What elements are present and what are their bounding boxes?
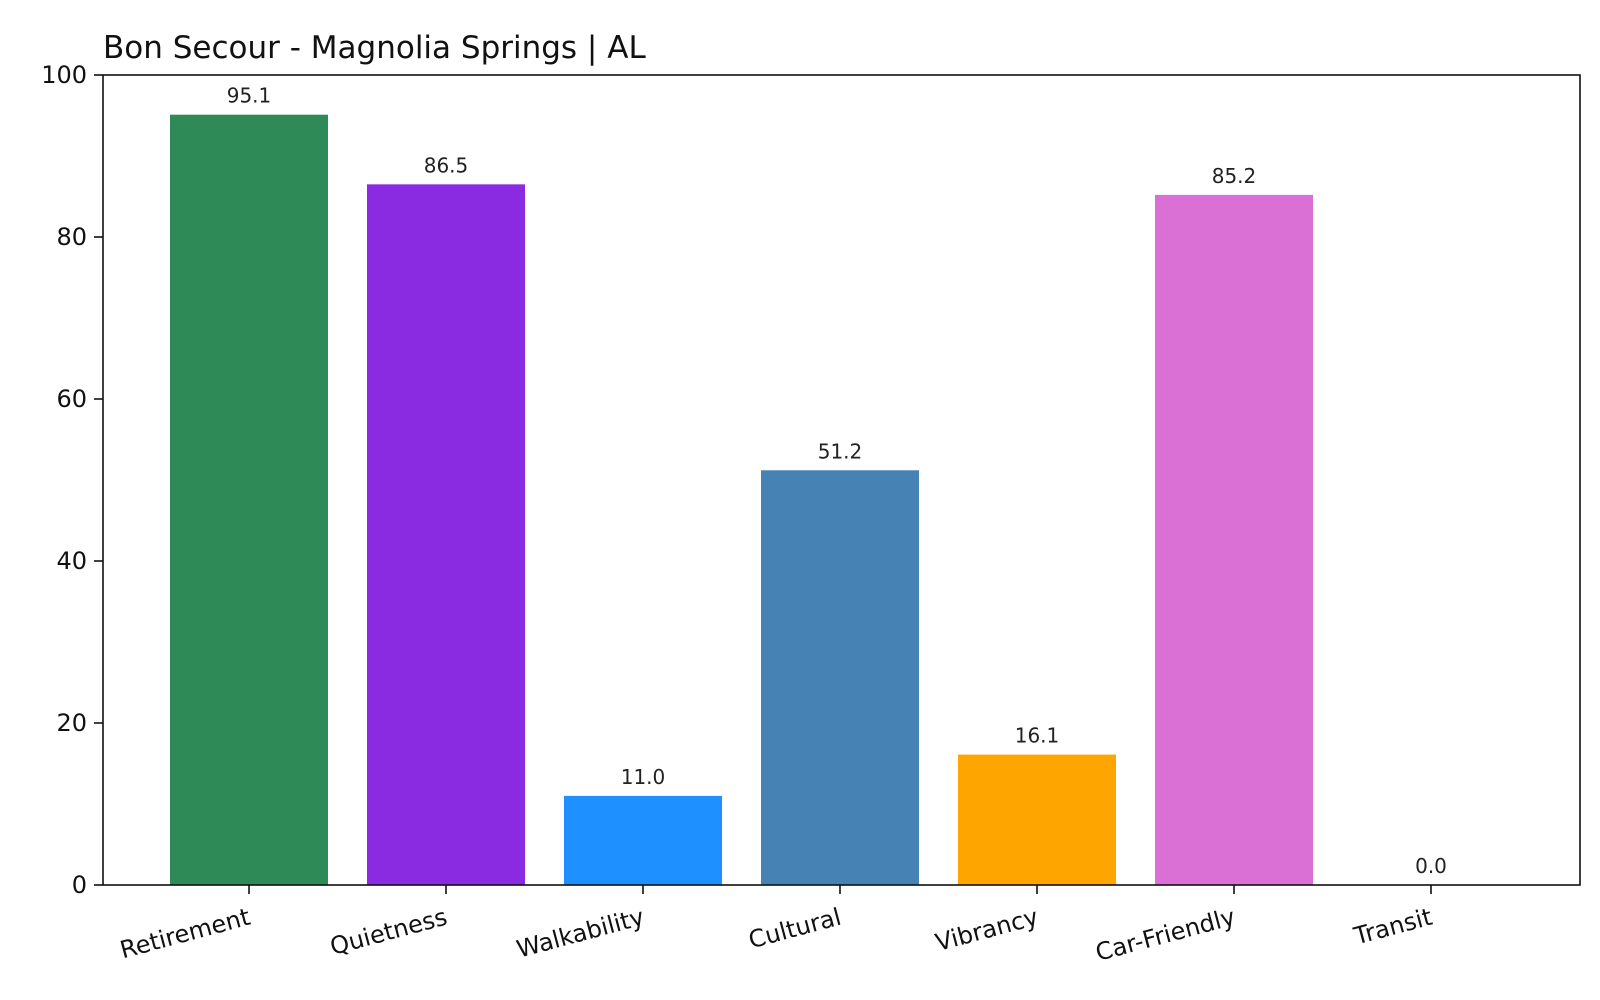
bar-walkability (564, 795, 722, 885)
x-tick-label: Car-Friendly (1093, 903, 1239, 967)
bar-quietness (367, 184, 525, 886)
y-tick-label: 0 (72, 871, 87, 899)
value-label: 51.2 (818, 439, 863, 463)
y-tick-label: 20 (56, 709, 87, 737)
value-labels-layer: 95.1 86.5 11.0 51.2 16.1 85.2 0.0 (227, 84, 1447, 878)
y-tick-label: 80 (56, 223, 87, 251)
y-tick-label: 40 (56, 547, 87, 575)
x-tick-label: Quietness (327, 903, 450, 961)
x-tick-label: Retirement (117, 903, 253, 965)
x-tick-label: Vibrancy (932, 903, 1041, 957)
value-label: 0.0 (1415, 854, 1447, 878)
bar-cultural (761, 470, 919, 885)
value-label: 86.5 (424, 153, 469, 177)
chart-title: Bon Secour - Magnolia Springs | AL (103, 30, 646, 66)
x-axis: Retirement Quietness Walkability Cultural Vi… (117, 885, 1435, 967)
bar-car-friendly (1155, 194, 1313, 885)
bar-vibrancy (958, 754, 1116, 885)
y-axis: 0 20 40 60 80 100 (41, 61, 103, 899)
y-tick-label: 100 (41, 61, 87, 89)
plot-area-frame (102, 74, 1581, 886)
value-label: 85.2 (1212, 164, 1257, 188)
bars-layer (170, 114, 1313, 886)
bar-retirement (170, 114, 328, 885)
value-label: 95.1 (227, 84, 272, 108)
x-tick-label: Cultural (746, 903, 845, 955)
x-tick-label: Transit (1350, 903, 1435, 951)
value-label: 16.1 (1015, 724, 1060, 748)
y-tick-label: 60 (56, 385, 87, 413)
x-tick-label: Walkability (514, 903, 647, 964)
value-label: 11.0 (621, 765, 666, 789)
